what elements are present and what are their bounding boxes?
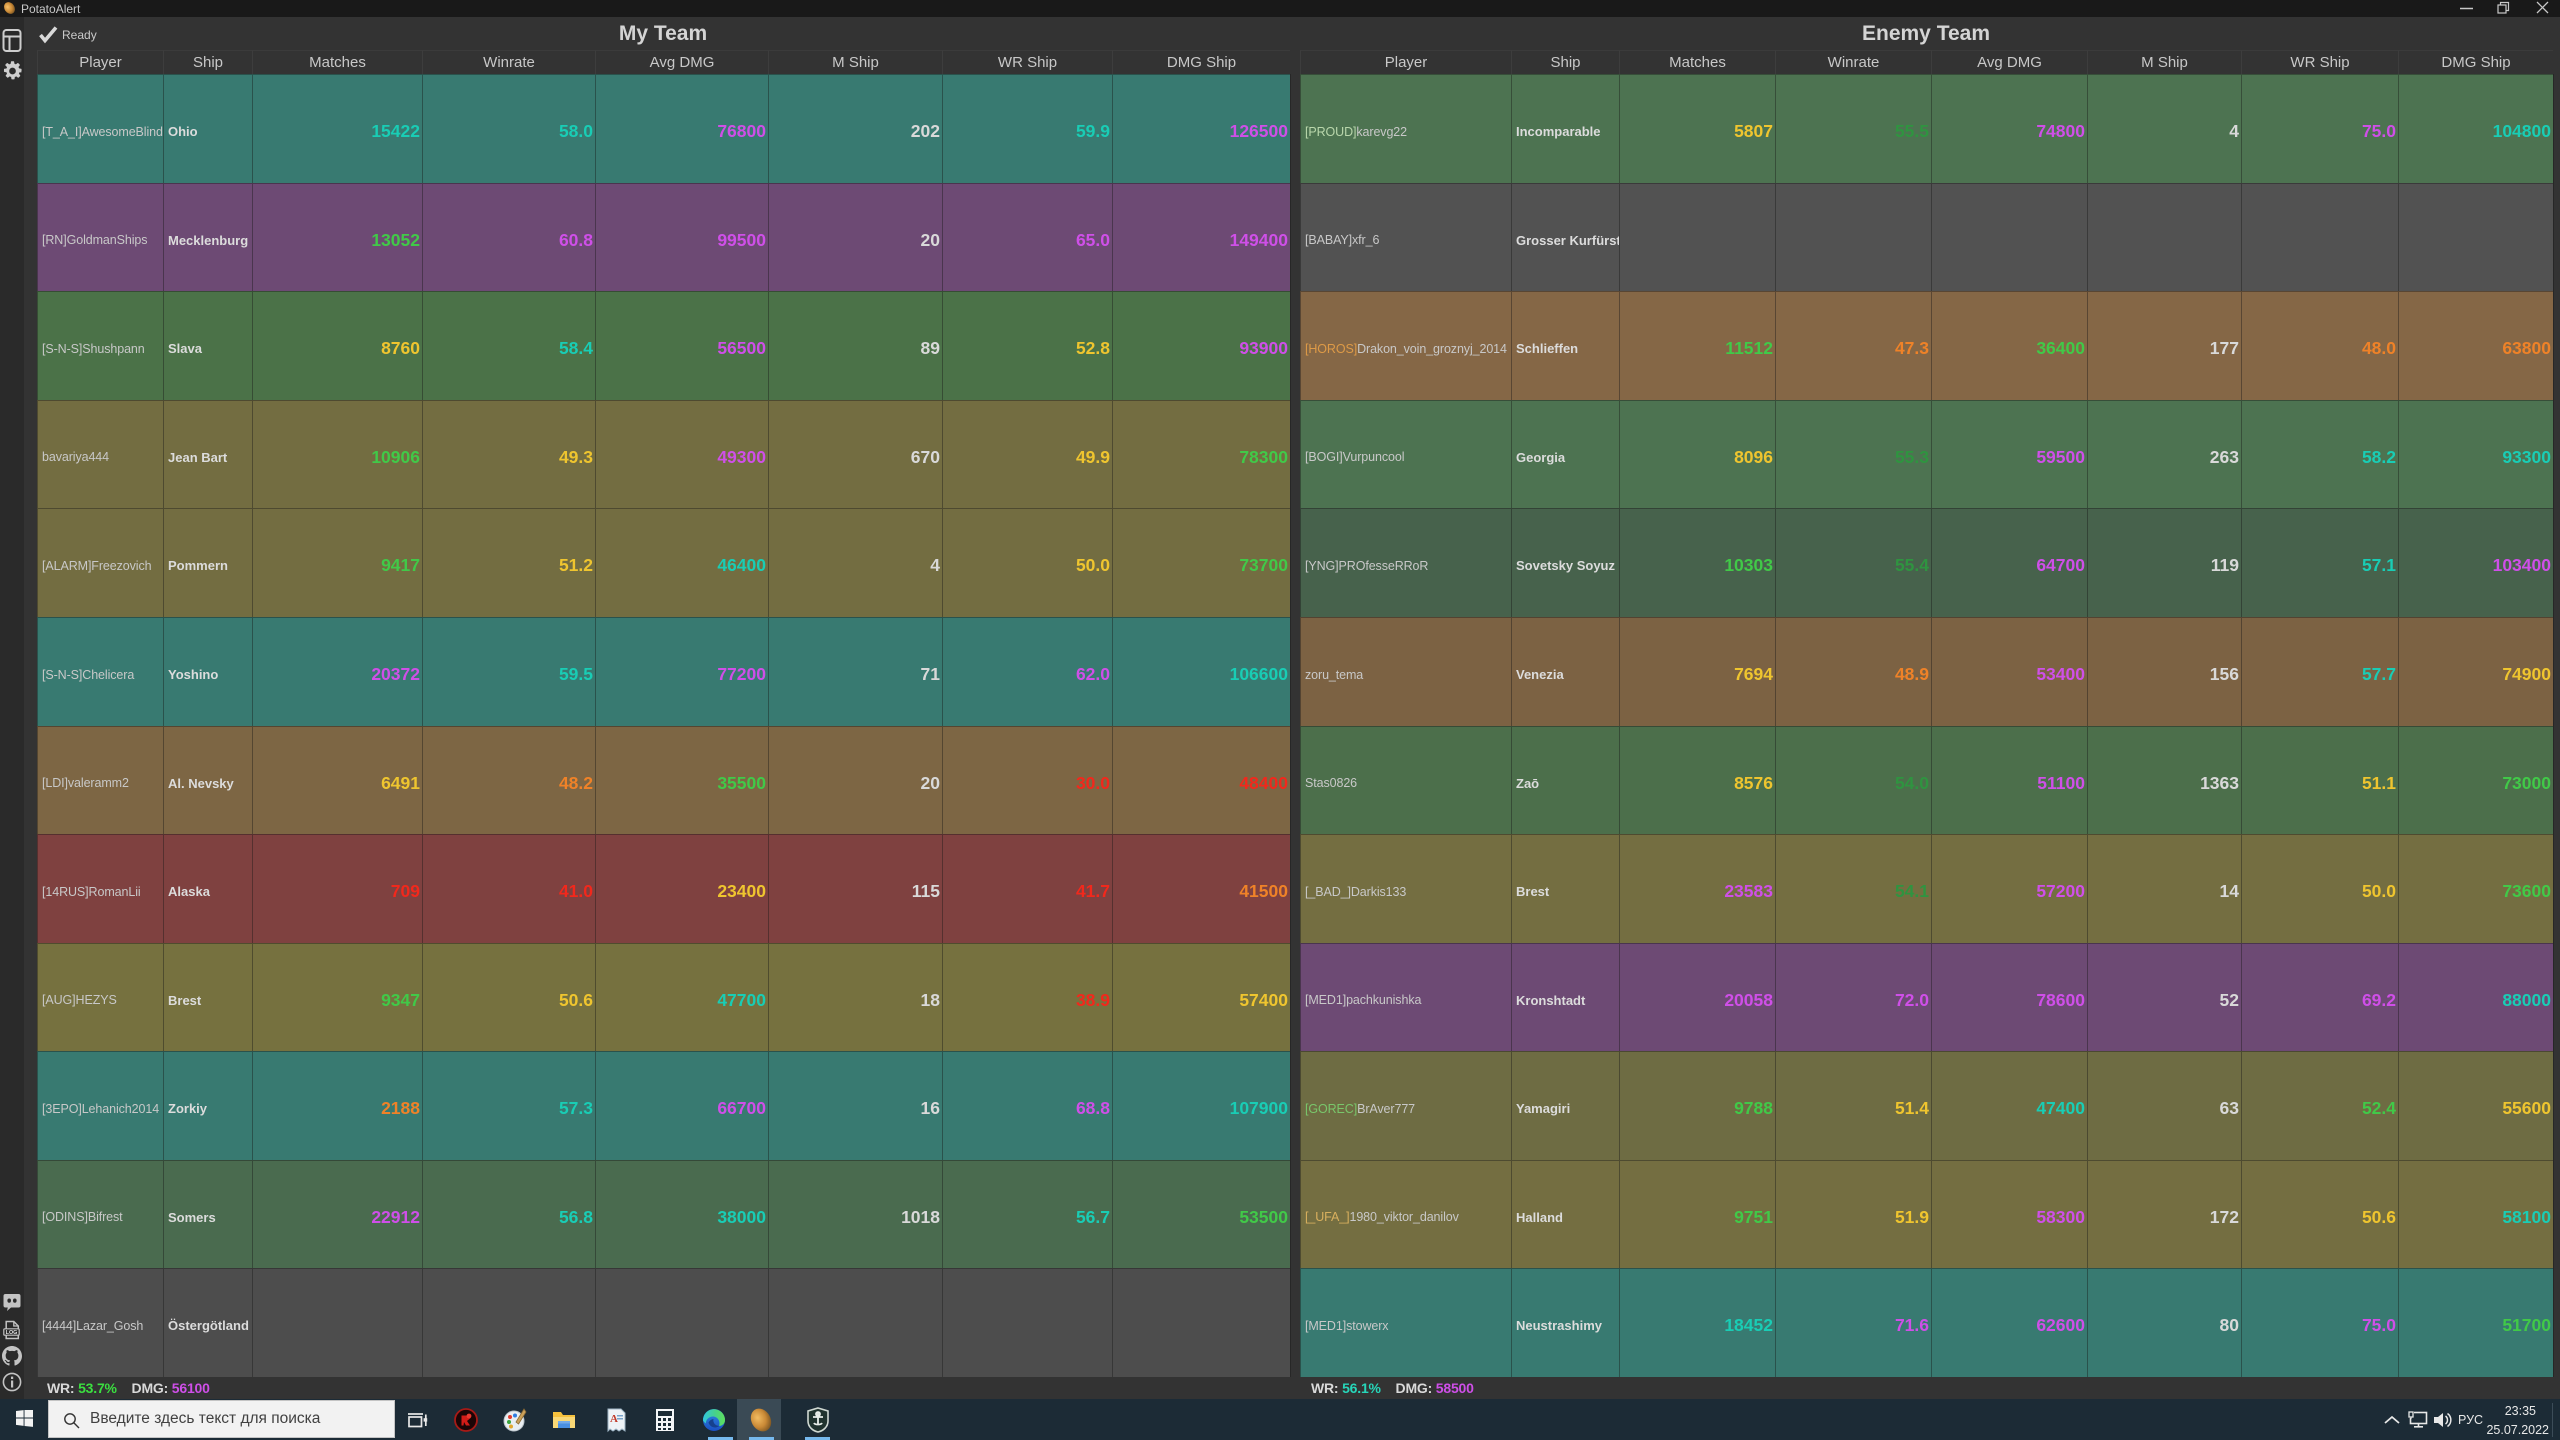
svg-text:LOG: LOG <box>6 1330 18 1336</box>
svg-text:A: A <box>610 1413 618 1425</box>
